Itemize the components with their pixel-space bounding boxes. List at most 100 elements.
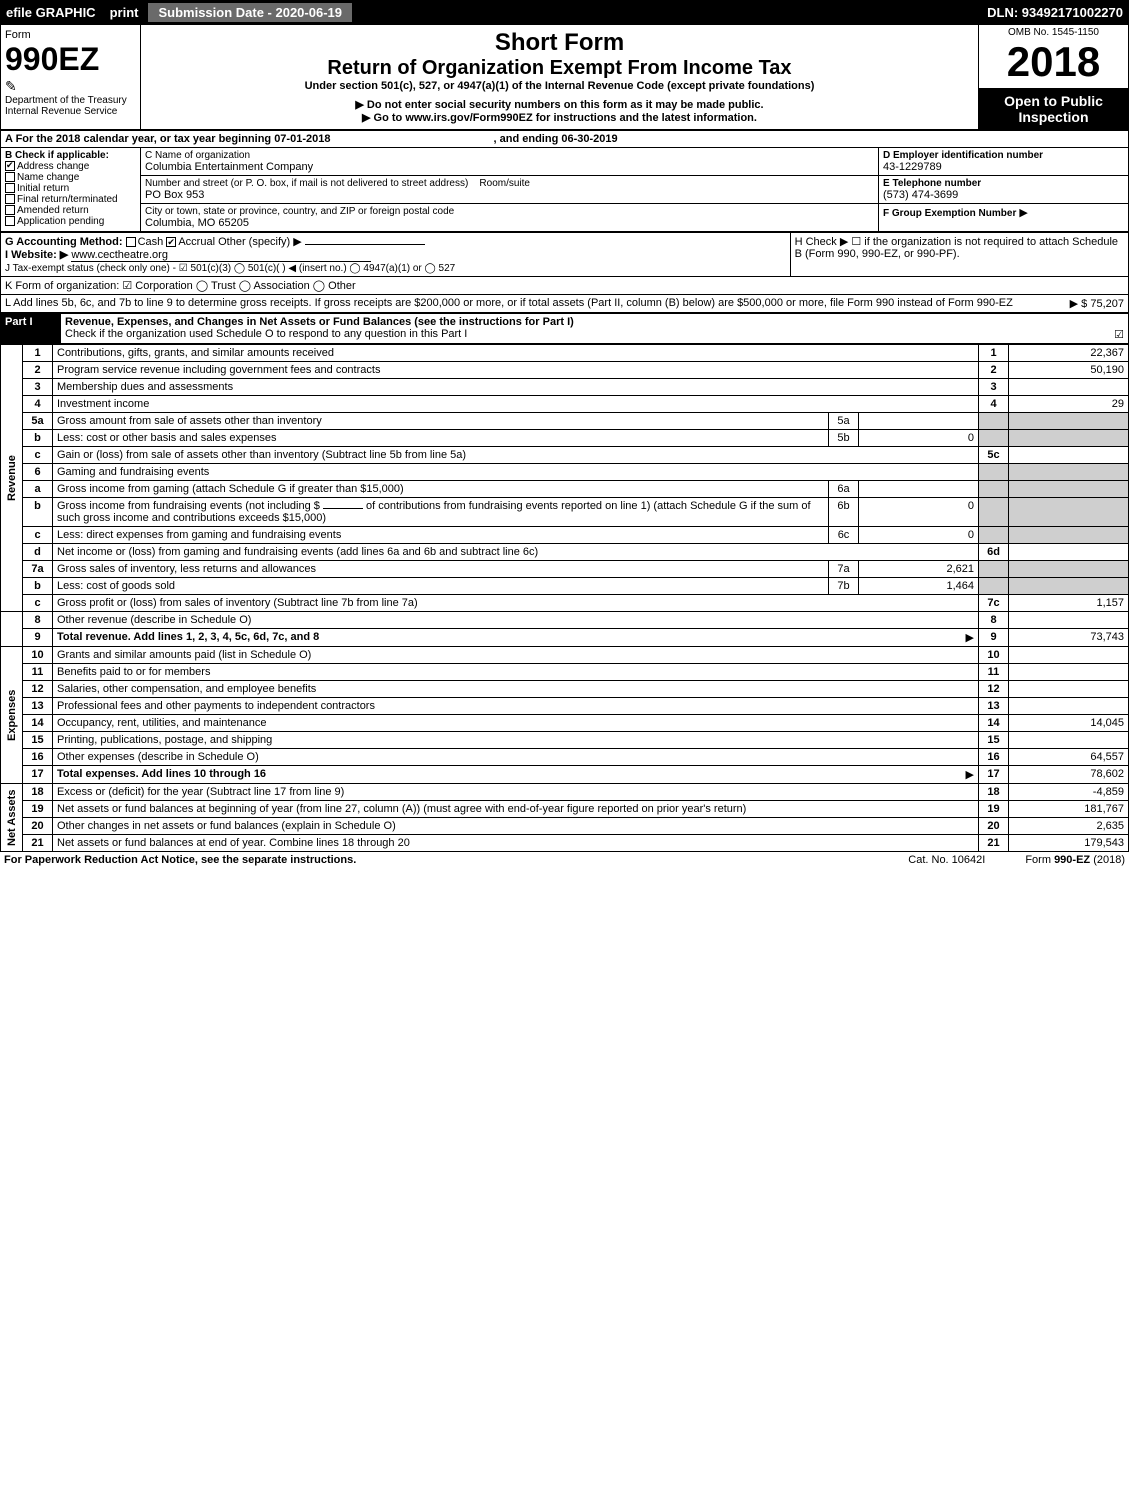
row-h: H Check ▶ ☐ if the organization is not r… [790,233,1128,277]
line-10-desc: Grants and similar amounts paid (list in… [57,649,311,661]
row-j: J Tax-exempt status (check only one) - ☑… [5,263,455,274]
warn-ssn: ▶ Do not enter social security numbers o… [145,98,974,111]
omb-label: OMB No. 1545-1150 [981,27,1126,38]
line-7b-val: 1,464 [859,578,979,595]
warn-goto: ▶ Go to www.irs.gov/Form990EZ for instru… [145,111,974,124]
chk-name-change[interactable] [5,172,15,182]
box-b-title: B Check if applicable: [5,150,109,161]
side-net-assets: Net Assets [1,784,23,852]
part-i-check-text: Check if the organization used Schedule … [65,328,467,340]
line-4-val: 29 [1009,396,1129,413]
side-expenses: Expenses [1,647,23,784]
line-8-desc: Other revenue (describe in Schedule O) [57,614,251,626]
page-footer: For Paperwork Reduction Act Notice, see … [0,852,1129,868]
website-link[interactable]: www.cectheatre.org [71,249,168,261]
d-label: D Employer identification number [883,150,1043,161]
ein-value: 43-1229789 [883,161,1124,173]
line-18-val: -4,859 [1009,784,1129,801]
part-i-label: Part I [1,314,61,344]
footer-center: Cat. No. 10642I [908,854,985,866]
line-9-desc: Total revenue. Add lines 1, 2, 3, 4, 5c,… [57,631,319,643]
line-21-val: 179,543 [1009,835,1129,852]
submission-date: Submission Date - 2020-06-19 [146,1,354,24]
f-arrow: ▶ [1019,207,1027,219]
line-19-desc: Net assets or fund balances at beginning… [57,803,746,815]
line-16-val: 64,557 [1009,749,1129,766]
chk-application-pending[interactable] [5,216,15,226]
line-7c-val: 1,157 [1009,595,1129,612]
c-city-label: City or town, state or province, country… [145,206,874,217]
line-12-desc: Salaries, other compensation, and employ… [57,683,316,695]
line-5b-desc: Less: cost or other basis and sales expe… [57,432,277,444]
line-4-desc: Investment income [57,398,149,410]
line-13-desc: Professional fees and other payments to … [57,700,375,712]
street-value: PO Box 953 [145,189,874,201]
line-6c-val: 0 [859,527,979,544]
line-20-val: 2,635 [1009,818,1129,835]
header-table: Form 990EZ ✎ Department of the Treasury … [0,24,1129,130]
line-6a-desc: Gross income from gaming (attach Schedul… [57,483,404,495]
line-6b-val: 0 [859,498,979,527]
line-7c-desc: Gross profit or (loss) from sales of inv… [57,597,418,609]
line-7a-desc: Gross sales of inventory, less returns a… [57,563,316,575]
row-a-begin: A For the 2018 calendar year, or tax yea… [5,133,330,145]
line-21-desc: Net assets or fund balances at end of ye… [57,837,410,849]
part-i-heading: Revenue, Expenses, and Changes in Net As… [65,316,574,328]
dept-label: Department of the Treasury [5,95,136,106]
return-title: Return of Organization Exempt From Incom… [145,57,974,80]
line-7b-desc: Less: cost of goods sold [57,580,175,592]
city-value: Columbia, MO 65205 [145,217,874,229]
dln-label: DLN: 93492171002270 [981,5,1129,20]
part-i-check[interactable]: ☑ [1114,328,1124,341]
chk-amended-return[interactable] [5,205,15,215]
line-2-val: 50,190 [1009,362,1129,379]
g-label: G Accounting Method: [5,236,123,248]
row-k: K Form of organization: ☑ Corporation ◯ … [1,277,1129,295]
print-link[interactable]: print [102,5,147,20]
ghijk-table: G Accounting Method: Cash Accrual Other … [0,232,1129,313]
chk-final-return[interactable] [5,194,15,204]
line-1-desc: Contributions, gifts, grants, and simila… [57,347,334,359]
line-6b-desc1: Gross income from fundraising events (no… [57,500,320,512]
phone-value: (573) 474-3699 [883,189,1124,201]
line-2-desc: Program service revenue including govern… [57,364,380,376]
line-18-desc: Excess or (deficit) for the year (Subtra… [57,786,344,798]
line-5a-desc: Gross amount from sale of assets other t… [57,415,322,427]
side-revenue: Revenue [1,345,23,612]
box-b: B Check if applicable: Address change Na… [1,148,141,232]
room-label: Room/suite [479,178,530,189]
i-label: I Website: ▶ [5,249,68,261]
chk-accrual[interactable] [166,237,176,247]
line-6c-desc: Less: direct expenses from gaming and fu… [57,529,341,541]
open-public: Open to Public Inspection [979,89,1129,130]
info-table: A For the 2018 calendar year, or tax yea… [0,130,1129,232]
irs-label: Internal Revenue Service [5,106,136,117]
chk-initial-return[interactable] [5,183,15,193]
line-6-desc: Gaming and fundraising events [57,466,209,478]
short-form-title: Short Form [145,29,974,57]
line-17-desc: Total expenses. Add lines 10 through 16 [57,768,266,780]
line-16-desc: Other expenses (describe in Schedule O) [57,751,259,763]
line-7a-val: 2,621 [859,561,979,578]
line-14-val: 14,045 [1009,715,1129,732]
row-l-val: ▶ $ 75,207 [1070,297,1124,310]
org-name: Columbia Entertainment Company [145,161,874,173]
e-label: E Telephone number [883,178,981,189]
chk-cash[interactable] [126,237,136,247]
c-name-label: C Name of organization [145,150,874,161]
chk-address-change[interactable] [5,161,15,171]
line-6d-desc: Net income or (loss) from gaming and fun… [57,546,538,558]
row-l-text: L Add lines 5b, 6c, and 7b to line 9 to … [5,297,1013,309]
top-bar: efile GRAPHIC print Submission Date - 20… [0,0,1129,24]
f-label: F Group Exemption Number [883,208,1016,219]
line-15-desc: Printing, publications, postage, and shi… [57,734,272,746]
efile-label: efile GRAPHIC [0,5,102,20]
line-14-desc: Occupancy, rent, utilities, and maintena… [57,717,267,729]
line-9-val: 73,743 [1009,629,1129,647]
line-17-val: 78,602 [1009,766,1129,784]
part-i-header: Part I Revenue, Expenses, and Changes in… [0,313,1129,344]
row-a-end: , and ending 06-30-2019 [494,133,618,145]
c-street-label: Number and street (or P. O. box, if mail… [145,178,468,189]
form-number: 990EZ [5,41,136,78]
form-word: Form [5,29,136,41]
